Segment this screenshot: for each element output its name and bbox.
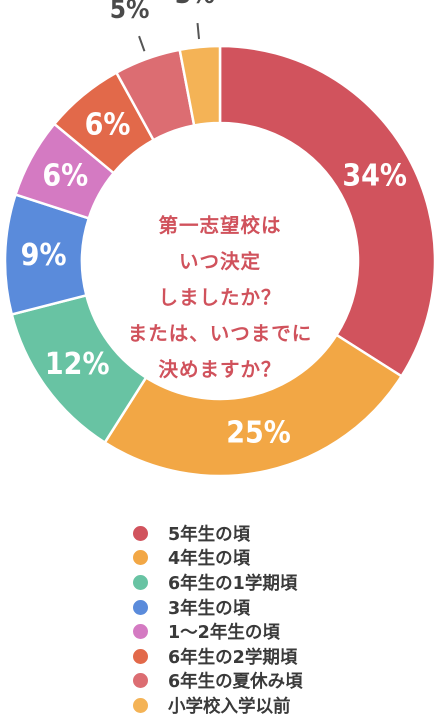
slice-label-3: 12% [45,347,110,382]
legend-swatch-2 [133,550,148,566]
legend-swatch-4 [133,599,148,615]
legend-label-8: 小学校入学以前 [168,696,291,717]
legend-item-1: 5年生の頃 [133,521,303,546]
center-line-5: 決めますか？ [158,358,282,381]
legend-item-5: 1〜2年生の頃 [133,619,303,644]
leader-line-8 [196,22,201,40]
legend-label-6: 6年生の2学期頃 [168,647,298,668]
center-line-2: いつ決定 [178,250,261,273]
slice-2 [103,333,404,478]
legend-item-4: 3年生の頃 [133,595,303,620]
donut-slices [3,44,437,478]
legend-label-7: 6年生の夏休み頃 [168,672,303,693]
donut-chart: 34% 25% 12% 9% 6% 6% 5% 3% [3,0,437,478]
slice-8 [178,44,222,127]
legend-item-3: 6年生の1学期頃 [133,570,303,595]
legend-item-7: 6年生の夏休み頃 [133,669,303,694]
center-line-1: 第一志望校は [158,214,282,237]
legend-label-1: 5年生の頃 [168,524,251,545]
slice-label-1: 34% [342,158,407,193]
center-line-3: しましたか？ [158,286,282,309]
chart-legend: 5年生の頃 4年生の頃 6年生の1学期頃 3年生の頃 1〜2年生の頃 6年生の2学期頃 6年… [133,521,303,718]
leader-line-7 [138,35,146,52]
slice-label-7: 5% [110,0,150,25]
legend-label-3: 6年生の1学期頃 [168,573,298,594]
legend-swatch-5 [133,624,148,640]
legend-swatch-1 [133,525,148,541]
legend-swatch-3 [133,574,148,590]
center-line-4: または、いつまでに [127,322,313,345]
slice-label-6: 6% [85,108,131,143]
chart-center-question: 第一志望校は いつ決定 しましたか？ または、いつまでに 決めますか？ [95,208,345,388]
slice-1 [218,44,437,378]
leader-lines [138,22,201,52]
slice-label-2: 25% [226,416,291,451]
legend-item-6: 6年生の2学期頃 [133,644,303,669]
slice-labels: 34% 25% 12% 9% 6% 6% 5% 3% [21,0,407,451]
slice-label-8: 3% [175,0,215,10]
legend-label-5: 1〜2年生の頃 [168,623,280,644]
legend-item-8: 小学校入学以前 [133,693,303,718]
legend-label-2: 4年生の頃 [168,549,251,570]
legend-swatch-6 [133,648,148,664]
legend-swatch-7 [133,673,148,689]
legend-item-2: 4年生の頃 [133,546,303,571]
slice-label-5: 6% [42,158,88,193]
legend-label-4: 3年生の頃 [168,598,251,619]
slice-label-4: 9% [21,238,67,273]
legend-swatch-8 [133,697,148,713]
